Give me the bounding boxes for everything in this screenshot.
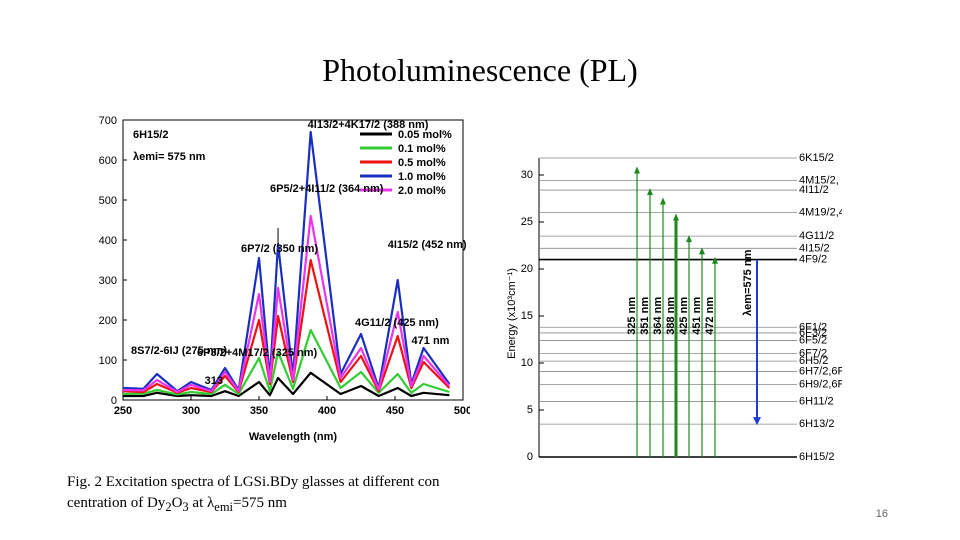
legend-label-5: 2.0 mol% xyxy=(398,185,446,197)
energy-level-diagram: 0 5 10 15 20 25 30 Energy (x10³cm⁻¹) 6K15/2 4M15/… xyxy=(506,152,842,463)
y-tick-label: 400 xyxy=(99,235,117,247)
inset-level-label: 6H15/2 xyxy=(133,129,168,141)
energy-level-label-8: 6F1/2 xyxy=(799,321,827,333)
legend-label-1: 0.05 mol% xyxy=(398,129,452,141)
energy-level-label-13: 6H7/2,6F9/2 xyxy=(799,365,842,377)
energy-tick-label: 15 xyxy=(521,310,533,322)
y-tick-label: 700 xyxy=(99,115,117,127)
x-tick-label: 500 xyxy=(454,405,470,417)
excitation-label-5: 425 nm xyxy=(678,297,690,335)
legend-label-2: 0.1 mol% xyxy=(398,143,446,155)
x-tick-label: 350 xyxy=(250,405,268,417)
series-line-2 xyxy=(122,328,450,396)
energy-level-label-11: 6F7/2 xyxy=(799,348,827,360)
excitation-label-2: 351 nm xyxy=(639,297,651,335)
x-axis-label: Wavelength (nm) xyxy=(249,431,338,443)
peak-annotation-5: 4G11/2 (425 nm) xyxy=(355,317,439,329)
energy-level-label-12: 6H5/2 xyxy=(799,355,828,367)
peak-annotation-9: 313 xyxy=(205,375,223,387)
energy-level-label-6: 4I15/2 xyxy=(799,242,830,254)
energy-level-label-9: 6F3/2 xyxy=(799,327,827,339)
y-tick-label: 300 xyxy=(99,275,117,287)
excitation-arrowhead-1 xyxy=(634,166,640,174)
caption-text-c: at λ xyxy=(188,495,215,511)
peak-annotation-4: 4I15/2 (452 nm) xyxy=(388,239,467,251)
x-tick-label: 450 xyxy=(386,405,404,417)
energy-level-label-16: 6H13/2 xyxy=(799,418,834,430)
energy-level-label-10: 6F5/2 xyxy=(799,334,827,346)
series-line-1 xyxy=(123,371,450,398)
energy-tick-label: 10 xyxy=(521,357,533,369)
energy-tick-label: 25 xyxy=(521,216,533,228)
excitation-arrowhead-7 xyxy=(712,256,718,264)
excitation-arrowhead-5 xyxy=(686,235,692,243)
energy-level-label-5: 4G11/2 xyxy=(799,230,834,242)
page-number: 16 xyxy=(875,508,888,520)
caption-line-1: Fig. 2 Excitation spectra of LGSi.BDy gl… xyxy=(67,474,440,490)
excitation-arrowhead-2 xyxy=(647,188,653,196)
energy-level-label-7: 4F9/2 xyxy=(799,254,827,266)
x-tick-label: 400 xyxy=(318,405,336,417)
y-tick-label: 500 xyxy=(99,195,117,207)
excitation-label-4: 388 nm xyxy=(665,297,677,335)
figure-caption: Fig. 2 Excitation spectra of LGSi.BDy gl… xyxy=(67,472,527,518)
energy-level-label-14: 6H9/2,6F11/2 xyxy=(799,379,842,391)
energy-axis-label: Energy (x10³cm⁻¹) xyxy=(506,268,518,359)
x-tick-label: 250 xyxy=(114,405,132,417)
legend-label-4: 1.0 mol% xyxy=(398,171,446,183)
energy-tick-label: 5 xyxy=(527,404,533,416)
excitation-label-3: 364 nm xyxy=(652,297,664,335)
excitation-arrowhead-4 xyxy=(673,213,679,221)
series-line-5 xyxy=(122,214,451,394)
energy-tick-label: 30 xyxy=(521,169,533,181)
y-tick-label: 0 xyxy=(111,395,117,407)
energy-level-label-1: 6K15/2 xyxy=(799,152,834,164)
pl-excitation-chart: 250 300 350 400 450 500 0 100 200 300 400 500 600 700… xyxy=(99,115,470,443)
legend-label-3: 0.5 mol% xyxy=(398,157,446,169)
y-tick-label: 100 xyxy=(99,355,117,367)
caption-sub-emi: emi xyxy=(214,500,234,514)
energy-level-label-4: 4M19/2,4I13/2,4K17/2,4F7/2 xyxy=(799,207,842,219)
caption-line-2: centration of Dy2O3 at λemi=575 nm xyxy=(67,493,527,518)
energy-tick-label: 0 xyxy=(527,451,533,463)
energy-level-label-2: 4M15/2, 6P7/2 xyxy=(799,175,842,187)
peak-annotation-6: 471 nm xyxy=(412,335,450,347)
caption-sub-2: 2 xyxy=(165,500,172,514)
peak-annotation-7: 6P3/2+4M17/2 (325 nm) xyxy=(197,347,317,359)
excitation-label-7: 472 nm xyxy=(704,297,716,335)
energy-tick-label: 20 xyxy=(521,263,533,275)
caption-sub-3: 3 xyxy=(182,500,189,514)
plot-frame xyxy=(122,119,464,401)
peak-annotation-8: 8S7/2-6IJ (275 nm) xyxy=(131,345,227,357)
x-tick-label: 300 xyxy=(182,405,200,417)
y-tick-label: 200 xyxy=(99,315,117,327)
peak-annotation-3: 6P7/2 (350 nm) xyxy=(241,243,318,255)
y-tick-label: 600 xyxy=(99,155,117,167)
excitation-arrowhead-3 xyxy=(660,197,666,205)
caption-text-a: centration of Dy xyxy=(67,495,166,511)
excitation-label-1: 325 nm xyxy=(626,297,638,335)
energy-level-label-15: 6H11/2 xyxy=(799,396,834,408)
caption-text-b: O xyxy=(171,495,183,511)
inset-emission-label: λemi= 575 nm xyxy=(133,151,206,163)
energy-level-label-3: 4I11/2 xyxy=(799,184,829,196)
emission-label: λem=575 nm xyxy=(742,249,754,316)
slide-title: Photoluminescence (PL) xyxy=(322,52,638,88)
peak-annotation-1: 4I13/2+4K17/2 (388 nm) xyxy=(308,119,429,131)
excitation-arrowhead-6 xyxy=(699,247,705,255)
emission-arrowhead xyxy=(753,417,761,426)
energy-level-label-17: 6H15/2 xyxy=(799,451,834,463)
excitation-label-6: 451 nm xyxy=(691,297,703,335)
caption-text-d: =575 nm xyxy=(233,495,287,511)
peak-annotation-2: 6P5/2+4I11/2 (364 nm) xyxy=(270,183,384,195)
